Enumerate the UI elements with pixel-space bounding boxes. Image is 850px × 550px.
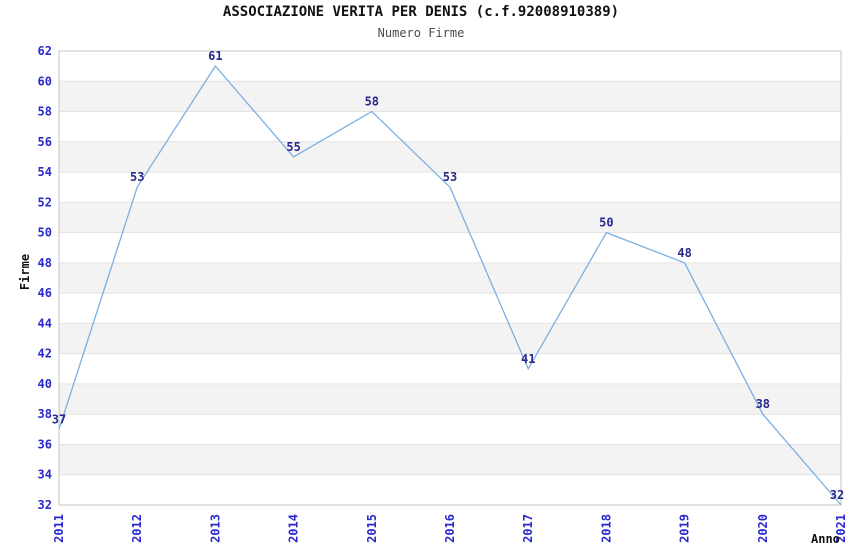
- plot-band: [59, 444, 841, 475]
- y-tick-label: 42: [38, 347, 52, 361]
- y-tick-label: 60: [38, 74, 52, 88]
- data-label: 53: [443, 170, 457, 184]
- data-label: 50: [599, 216, 613, 230]
- x-tick-label: 2018: [599, 514, 613, 543]
- x-tick-label: 2013: [208, 514, 222, 543]
- data-label: 55: [286, 140, 300, 154]
- y-tick-label: 40: [38, 377, 52, 391]
- x-tick-label: 2015: [365, 514, 379, 543]
- data-label: 37: [52, 412, 66, 426]
- plot-band: [59, 202, 841, 233]
- plot-band: [59, 293, 841, 324]
- y-tick-label: 44: [38, 316, 52, 330]
- data-label: 38: [756, 397, 770, 411]
- plot-band: [59, 81, 841, 112]
- y-tick-label: 58: [38, 105, 52, 119]
- data-label: 53: [130, 170, 144, 184]
- x-axis-title: Anno: [811, 532, 840, 546]
- x-tick-label: 2021: [834, 514, 848, 543]
- x-tick-label: 2020: [756, 514, 770, 543]
- plot-band: [59, 111, 841, 142]
- plot-band: [59, 232, 841, 263]
- y-tick-label: 54: [38, 165, 52, 179]
- data-label: 41: [521, 352, 535, 366]
- y-tick-label: 50: [38, 226, 52, 240]
- x-tick-label: 2012: [130, 514, 144, 543]
- y-tick-label: 38: [38, 407, 52, 421]
- plot-band: [59, 353, 841, 384]
- x-tick-label: 2016: [443, 514, 457, 543]
- y-axis-title: Firme: [18, 254, 32, 290]
- chart-subtitle: Numero Firme: [377, 26, 465, 40]
- data-label: 48: [677, 246, 691, 260]
- y-tick-label: 46: [38, 286, 52, 300]
- plot-border: [58, 50, 842, 506]
- plot-band: [59, 141, 841, 173]
- y-tick-label: 56: [38, 135, 52, 149]
- plot-band: [59, 383, 841, 415]
- y-tick-label: 34: [38, 468, 52, 482]
- plot-band: [59, 414, 841, 445]
- data-label: 61: [208, 49, 222, 63]
- x-tick-label: 2017: [521, 514, 535, 543]
- plot-band: [59, 323, 841, 354]
- series-line: [58, 65, 842, 506]
- plot-band: [59, 51, 841, 82]
- plot-band: [59, 262, 841, 294]
- data-label: 58: [365, 95, 379, 109]
- data-label: 32: [830, 488, 844, 502]
- plot-band: [59, 474, 841, 505]
- y-tick-label: 48: [38, 256, 52, 270]
- y-tick-label: 32: [38, 498, 52, 512]
- chart-title: ASSOCIAZIONE VERITA PER DENIS (c.f.92008…: [222, 4, 620, 20]
- y-tick-label: 36: [38, 438, 52, 452]
- x-tick-label: 2014: [287, 514, 301, 543]
- x-tick-label: 2019: [678, 514, 692, 543]
- x-tick-label: 2011: [52, 514, 66, 543]
- y-tick-label: 62: [38, 44, 52, 58]
- plot-generated: 37 53 61 55 58 53 41 50 48 38 32 32 34 36 38 40 42 44 46 48…: [38, 44, 848, 543]
- y-tick-label: 52: [38, 195, 52, 209]
